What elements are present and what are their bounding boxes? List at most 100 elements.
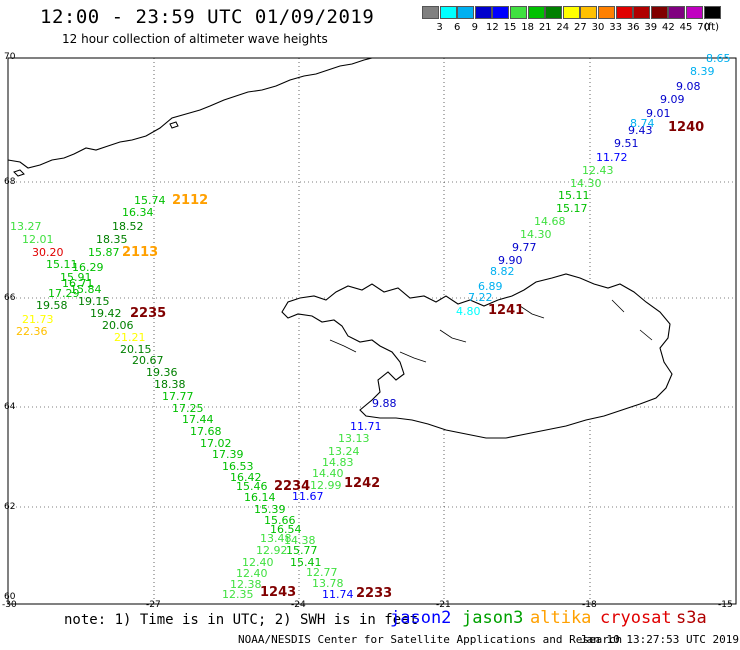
- wave-height-value: 15.87: [88, 246, 120, 259]
- color-swatch: [686, 6, 703, 19]
- wave-height-value: 12.40: [242, 556, 274, 569]
- pass-time-label: 2233: [356, 586, 392, 601]
- wave-height-value: 9.43: [628, 124, 653, 137]
- lon-label: -24: [291, 600, 306, 610]
- color-scale-label: 27: [574, 22, 587, 33]
- wave-height-value: 13.13: [338, 432, 370, 445]
- wave-height-value: 30.20: [32, 246, 64, 259]
- wave-height-value: 19.42: [90, 307, 122, 320]
- color-scale-label: 39: [644, 22, 658, 33]
- wave-height-value: 9.51: [614, 137, 639, 150]
- measurements-layer: 8.658.399.089.099.019.438.74 12409.5111.7…: [10, 52, 731, 601]
- wave-height-value: 19.15: [78, 295, 110, 308]
- color-scale-label: 21: [538, 22, 552, 33]
- wave-height-value: 17.44: [182, 413, 214, 426]
- lon-label: -15: [718, 600, 733, 610]
- wave-height-value: 15.84: [70, 283, 102, 296]
- wave-height-value: 11.72: [596, 151, 628, 164]
- wave-height-value: 11.71: [350, 420, 382, 433]
- pass-time-label: 1243: [260, 585, 296, 600]
- color-scale-label: 36: [626, 22, 640, 33]
- wave-height-value: 16.42: [230, 471, 262, 484]
- wave-height-value: 15.11: [46, 258, 78, 271]
- greenland-coastline: [7, 57, 373, 169]
- color-swatch: [650, 6, 668, 19]
- color-scale-label: 12: [486, 22, 499, 33]
- credit-text: NOAA/NESDIS Center for Satellite Applica…: [238, 633, 623, 646]
- pass-time-label: 1242: [344, 476, 380, 491]
- wave-height-value: 6.89: [478, 280, 503, 293]
- wave-height-value: 19.58: [36, 299, 68, 312]
- wave-height-value: 19.36: [146, 366, 178, 379]
- color-swatch: [457, 6, 475, 19]
- wave-height-value: 14.68: [534, 215, 566, 228]
- wave-height-value: 8.65: [706, 52, 731, 65]
- wave-height-value: 20.06: [102, 319, 134, 332]
- pass-time-label: 2234: [274, 479, 310, 494]
- wave-height-value: 4.80: [456, 305, 481, 318]
- wave-height-value: 15.17: [556, 202, 588, 215]
- wave-height-value: 13.48: [260, 532, 292, 545]
- wave-height-value: 15.91: [60, 271, 92, 284]
- wave-height-value: 18.52: [112, 220, 144, 233]
- footer-note: note: 1) Time is in UTC; 2) SWH is in fe…: [64, 612, 419, 628]
- color-swatch: [439, 6, 457, 19]
- color-scale-label: 42: [662, 22, 675, 33]
- legend-jason3: jason3: [462, 608, 524, 628]
- wave-height-value: 9.01: [646, 107, 671, 120]
- wave-height-value: 15.74: [134, 194, 166, 207]
- color-scale-label: 33: [609, 22, 622, 33]
- wave-height-value: 12.99: [310, 479, 342, 492]
- wave-height-value: 9.09: [660, 93, 685, 106]
- wave-height-value: 9.88: [372, 397, 397, 410]
- wave-height-value: 13.78: [312, 577, 344, 590]
- lat-label: 62: [4, 502, 16, 512]
- timestamp-text: Jan 10 13:27:53 UTC 2019: [580, 633, 739, 646]
- wave-height-value: 11.67: [292, 490, 324, 503]
- page-subtitle: 12 hour collection of altimeter wave hei…: [62, 32, 328, 46]
- greenland-islands: [13, 121, 179, 177]
- iceland-landmass: [281, 273, 673, 439]
- wave-height-value: 12.92: [256, 544, 288, 557]
- wave-height-value: 16.53: [222, 460, 254, 473]
- wave-height-value: 15.41: [290, 556, 322, 569]
- color-swatch: [545, 6, 563, 19]
- wave-height-value: 13.27: [10, 220, 42, 233]
- color-swatch: [474, 6, 492, 19]
- page-title: 12:00 - 23:59 UTC 01/09/2019: [40, 6, 375, 28]
- wave-height-value: 7.22: [468, 291, 493, 304]
- wave-height-value: 18.38: [154, 378, 186, 391]
- wave-height-value: 15.77: [286, 544, 318, 557]
- wave-height-value: 9.90: [498, 254, 523, 267]
- color-scale-label: 9: [471, 22, 478, 33]
- wave-height-value: 16.34: [122, 206, 154, 219]
- pass-time-label: 2113: [122, 245, 158, 260]
- wave-height-value: 12.43: [582, 164, 614, 177]
- color-scale-label: 18: [521, 22, 534, 33]
- color-swatch: [615, 6, 633, 19]
- wave-height-value: 8.39: [690, 65, 715, 78]
- legend-jason2: jason2: [390, 608, 452, 628]
- wave-height-value: 12.38: [230, 578, 262, 591]
- color-swatch: [703, 6, 721, 19]
- wave-height-value: 12.40: [236, 567, 268, 580]
- wave-height-value: 9.08: [676, 80, 701, 93]
- color-swatch: [580, 6, 598, 19]
- wave-height-value: 17.68: [190, 425, 222, 438]
- wave-height-value: 14.40: [312, 467, 344, 480]
- color-scale-label: 6: [454, 22, 461, 33]
- wave-height-value: 14.30: [570, 177, 602, 190]
- wave-height-value: 17.02: [200, 437, 232, 450]
- wave-height-value: 17.77: [162, 390, 194, 403]
- wave-height-value: 11.74: [322, 588, 354, 601]
- lon-label: -30: [2, 600, 17, 610]
- legend-cryosat: cryosat: [600, 608, 672, 628]
- wave-height-value: 22.36: [16, 325, 48, 338]
- color-swatch: [527, 6, 545, 19]
- lon-label: -27: [146, 600, 161, 610]
- wave-height-value: 16.54: [270, 523, 302, 536]
- wave-height-value: 17.25: [172, 402, 204, 415]
- lat-label: 70: [4, 52, 16, 62]
- lat-label: 68: [4, 177, 16, 187]
